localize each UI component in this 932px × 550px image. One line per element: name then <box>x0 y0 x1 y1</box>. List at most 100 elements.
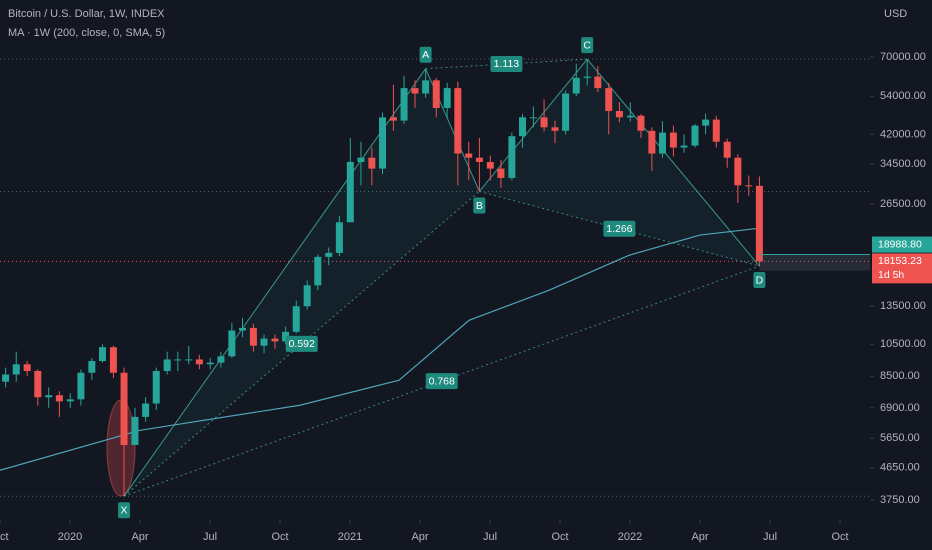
y-tick-label: 13500.00 <box>880 300 926 312</box>
candle-body <box>723 141 731 158</box>
candle-body <box>195 359 203 365</box>
y-tick-label: 42000.00 <box>880 128 926 140</box>
ratio-label: 0.592 <box>289 338 315 350</box>
candle-body <box>357 157 365 162</box>
x-tick-label: Oct <box>551 531 568 543</box>
candle-body <box>615 111 623 118</box>
ratio-label: 1.113 <box>494 58 520 70</box>
moving-average-line <box>0 227 760 471</box>
y-tick-label: 10500.00 <box>880 338 926 350</box>
y-axis-label: USD <box>884 8 907 20</box>
candle-body <box>142 403 150 417</box>
candle-body <box>34 371 42 398</box>
pattern-fill <box>124 68 480 497</box>
candle-body <box>475 157 483 162</box>
candle-body <box>2 374 10 382</box>
candle-body <box>562 93 570 131</box>
x-tick-label: Apr <box>691 531 708 543</box>
candle-body <box>282 331 290 342</box>
candle-body <box>626 115 634 118</box>
pattern-point-box <box>581 37 594 54</box>
y-tick-label: 4650.00 <box>880 462 920 474</box>
candle-body <box>594 76 602 89</box>
candle-body <box>551 127 559 131</box>
ratio-label: 0.768 <box>429 375 455 387</box>
indicator-label: MA · 1W (200, close, 0, SMA, 5) <box>8 27 165 39</box>
pattern-point-label: B <box>476 200 483 212</box>
ratio-label-box <box>425 373 458 390</box>
candle-body <box>346 161 354 223</box>
pattern-point-box <box>118 502 131 519</box>
ratio-label: 1.266 <box>606 223 632 235</box>
pattern-ratio-line <box>123 191 480 497</box>
candle-body <box>271 338 279 342</box>
candle-body <box>238 327 246 331</box>
candle-body <box>669 132 677 148</box>
y-tick-label: 70000.00 <box>880 51 926 63</box>
ratio-label-box <box>285 335 318 352</box>
candle-body <box>249 327 257 346</box>
candle-body <box>185 359 193 361</box>
candle-body <box>303 285 311 307</box>
ratio-label-box <box>490 55 523 72</box>
pattern-point-label: D <box>756 274 764 286</box>
pattern-fill <box>479 59 760 267</box>
candle-body <box>702 119 710 126</box>
level-price-box <box>872 236 932 253</box>
candle-body <box>228 330 236 357</box>
chart-title: Bitcoin / U.S. Dollar, 1W, INDEX <box>8 8 165 20</box>
candle-body <box>529 117 537 119</box>
y-tick-label: 34500.00 <box>880 158 926 170</box>
candle-body <box>98 347 106 362</box>
candle-body <box>497 168 505 178</box>
x-tick-label: 2022 <box>618 531 642 543</box>
x-tick-label: Oct <box>271 531 288 543</box>
candle-body <box>45 395 53 398</box>
candle-body <box>55 395 63 402</box>
candle-body <box>120 372 128 445</box>
pattern-ratio-line <box>479 191 760 267</box>
pattern-point-box <box>753 272 766 289</box>
level-band <box>759 254 870 271</box>
x-tick-label: Jul <box>203 531 217 543</box>
candle-body <box>540 117 548 128</box>
last-price-box <box>872 253 932 284</box>
candle-body <box>88 361 96 373</box>
candle-body <box>109 347 117 373</box>
candle-body <box>637 115 645 131</box>
candle-body <box>12 364 20 375</box>
candle-body <box>378 117 386 169</box>
candle-body <box>605 88 613 112</box>
pattern-point-label: X <box>121 504 128 516</box>
x-tick-label: Apr <box>411 531 428 543</box>
candle-body <box>314 256 322 286</box>
y-tick-label: 54000.00 <box>880 90 926 102</box>
candle-body <box>745 185 753 187</box>
candle-body <box>325 252 333 257</box>
y-tick-label: 26500.00 <box>880 198 926 210</box>
pattern-point-box <box>419 46 432 63</box>
x-tick-label: Apr <box>131 531 148 543</box>
candle-body <box>174 359 182 361</box>
x-tick-label: 2021 <box>338 531 362 543</box>
x-tick-label: Oct <box>0 531 9 543</box>
candle-body <box>659 132 667 154</box>
x-tick-label: Jul <box>763 531 777 543</box>
candle-body <box>292 306 300 332</box>
last-price-label: 18153.23 <box>878 255 922 267</box>
candle-body <box>486 161 494 169</box>
y-tick-label: 3750.00 <box>880 494 920 506</box>
candle-body <box>583 76 591 78</box>
candle-body <box>519 117 527 137</box>
candle-body <box>432 80 440 108</box>
candle-body <box>443 88 451 108</box>
pattern-point-label: C <box>583 39 591 51</box>
candle-body <box>217 356 225 363</box>
plot-area: 0.592 1.113 1.266 0.768 <box>0 55 870 497</box>
pattern-point-label: A <box>422 49 429 61</box>
candle-body <box>648 130 656 154</box>
axes: 70000.00 54000.00 42000.00 34500.00 26500.00… <box>0 51 932 543</box>
candle-body <box>691 125 699 146</box>
candle-body <box>66 399 74 402</box>
